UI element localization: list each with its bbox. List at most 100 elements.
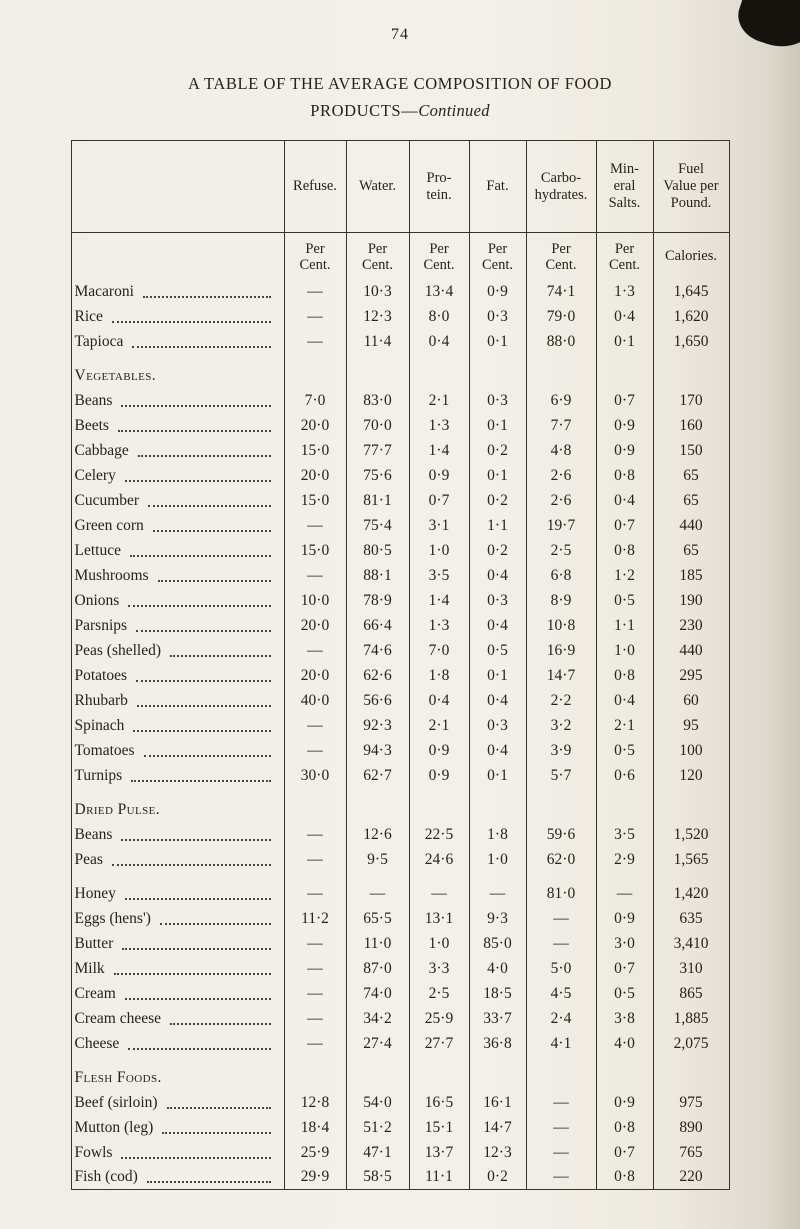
food-name: Cheese <box>74 1034 120 1052</box>
unit-label: Per Cent. <box>468 232 526 279</box>
value-cell: 62·0 <box>525 846 596 872</box>
empty-cell <box>525 1055 596 1090</box>
empty-cell <box>345 353 409 388</box>
empty-cell <box>408 787 469 822</box>
table-row: Turnips 30·0 62·7 0·9 0·1 5·7 0·6 120 <box>71 762 729 788</box>
food-name: Beets <box>74 416 109 434</box>
value-cell: 36·8 <box>468 1030 526 1056</box>
section-header-row: Dried Pulse. <box>71 787 729 822</box>
value-cell: 310 <box>652 955 729 981</box>
food-name: Spinach <box>74 716 125 734</box>
value-cell: 1·4 <box>408 587 469 613</box>
value-cell: 100 <box>652 737 729 763</box>
table-row: Butter —11·0 1·0 85·0—3·0 3,410 <box>71 930 729 956</box>
table-row: Mushrooms —88·1 3·5 0·4 6·8 1·2 185 <box>71 562 729 588</box>
value-cell: — <box>408 871 469 906</box>
value-cell: 0·4 <box>595 687 653 713</box>
table-row: Cabbage 15·0 77·7 1·4 0·2 4·8 0·9 150 <box>71 437 729 463</box>
value-cell: 1·1 <box>468 512 526 538</box>
column-header-empty <box>71 140 284 233</box>
value-cell: 1,520 <box>652 821 729 847</box>
value-cell: 59·6 <box>525 821 596 847</box>
value-cell: 0·7 <box>408 487 469 513</box>
dot-leader <box>157 579 271 582</box>
section-header-row: Flesh Foods. <box>71 1055 729 1090</box>
value-cell: 12·3 <box>468 1139 526 1165</box>
value-cell: 8·9 <box>525 587 596 613</box>
value-cell: 1·3 <box>408 612 469 638</box>
value-cell: — <box>283 712 346 738</box>
value-cell: 12·8 <box>283 1089 346 1115</box>
food-name-cell: Beans <box>71 388 284 413</box>
value-cell: 2·6 <box>525 462 596 488</box>
empty-cell <box>468 787 526 822</box>
value-cell: 2·1 <box>408 387 469 413</box>
value-cell: 20·0 <box>283 612 346 638</box>
value-cell: — <box>283 821 346 847</box>
value-cell: 0·9 <box>408 737 469 763</box>
value-cell: 88·0 <box>525 328 596 354</box>
dot-leader <box>121 1156 271 1159</box>
value-cell: — <box>525 1089 596 1115</box>
empty-cell <box>525 787 596 822</box>
value-cell: 2·4 <box>525 1005 596 1031</box>
dot-leader <box>117 429 271 432</box>
dot-leader <box>122 947 271 950</box>
food-name-cell: Green corn <box>71 513 284 538</box>
food-name-cell: Macaroni <box>71 279 284 304</box>
value-cell: 94·3 <box>345 737 409 763</box>
value-cell: 1·3 <box>595 278 653 304</box>
value-cell: 20·0 <box>283 662 346 688</box>
section-header: Vegetables. <box>74 366 157 384</box>
food-name-cell: Mutton (leg) <box>71 1115 284 1140</box>
food-name: Beans <box>74 391 113 409</box>
empty-cell <box>595 1055 653 1090</box>
value-cell: 0·8 <box>595 537 653 563</box>
food-name-cell: Turnips <box>71 763 284 788</box>
value-cell: 0·4 <box>468 737 526 763</box>
value-cell: 24·6 <box>408 846 469 872</box>
value-cell: 3·0 <box>595 930 653 956</box>
table-row: Celery 20·0 75·6 0·9 0·1 2·6 0·8 65 <box>71 462 729 488</box>
value-cell: 4·0 <box>468 955 526 981</box>
food-name: Turnips <box>74 766 123 784</box>
value-cell: 77·7 <box>345 437 409 463</box>
dot-leader <box>111 863 271 866</box>
value-cell: 2·9 <box>595 846 653 872</box>
food-name-cell: Parsnips <box>71 613 284 638</box>
value-cell: 0·5 <box>468 637 526 663</box>
value-cell: 2·5 <box>525 537 596 563</box>
value-cell: 0·9 <box>595 437 653 463</box>
value-cell: 1,645 <box>652 278 729 304</box>
value-cell: 3·3 <box>408 955 469 981</box>
value-cell: 34·2 <box>345 1005 409 1031</box>
value-cell: — <box>283 512 346 538</box>
value-cell: 3·5 <box>595 821 653 847</box>
value-cell: 20·0 <box>283 412 346 438</box>
value-cell: 0·4 <box>468 687 526 713</box>
empty-cell <box>525 353 596 388</box>
value-cell: — <box>283 930 346 956</box>
food-name: Parsnips <box>74 616 128 634</box>
value-cell: 7·7 <box>525 412 596 438</box>
column-header: Water. <box>345 140 409 233</box>
value-cell: — <box>345 871 409 906</box>
value-cell: 1,620 <box>652 303 729 329</box>
value-cell: 890 <box>652 1114 729 1140</box>
table-row: Beans —12·6 22·5 1·8 59·6 3·5 1,520 <box>71 821 729 847</box>
value-cell: — <box>283 955 346 981</box>
value-cell: — <box>283 871 346 906</box>
food-name-cell: Cream <box>71 981 284 1006</box>
value-cell: 88·1 <box>345 562 409 588</box>
value-cell: 7·0 <box>283 387 346 413</box>
food-name-cell: Beets <box>71 413 284 438</box>
table-row: Beef (sirloin) 12·8 54·0 16·5 16·1—0·9 975 <box>71 1089 729 1115</box>
dot-leader <box>162 1131 271 1134</box>
value-cell: 62·6 <box>345 662 409 688</box>
table-row: Rice —12·3 8·0 0·3 79·0 0·4 1,620 <box>71 303 729 329</box>
table-row: Beans 7·0 83·0 2·1 0·3 6·9 0·7 170 <box>71 387 729 413</box>
food-name-cell: Potatoes <box>71 663 284 688</box>
food-name-cell: Cream cheese <box>71 1006 284 1031</box>
unit-label: Per Cent. <box>595 232 653 279</box>
page-title: A TABLE OF THE AVERAGE COMPOSITION OF FO… <box>0 70 800 124</box>
